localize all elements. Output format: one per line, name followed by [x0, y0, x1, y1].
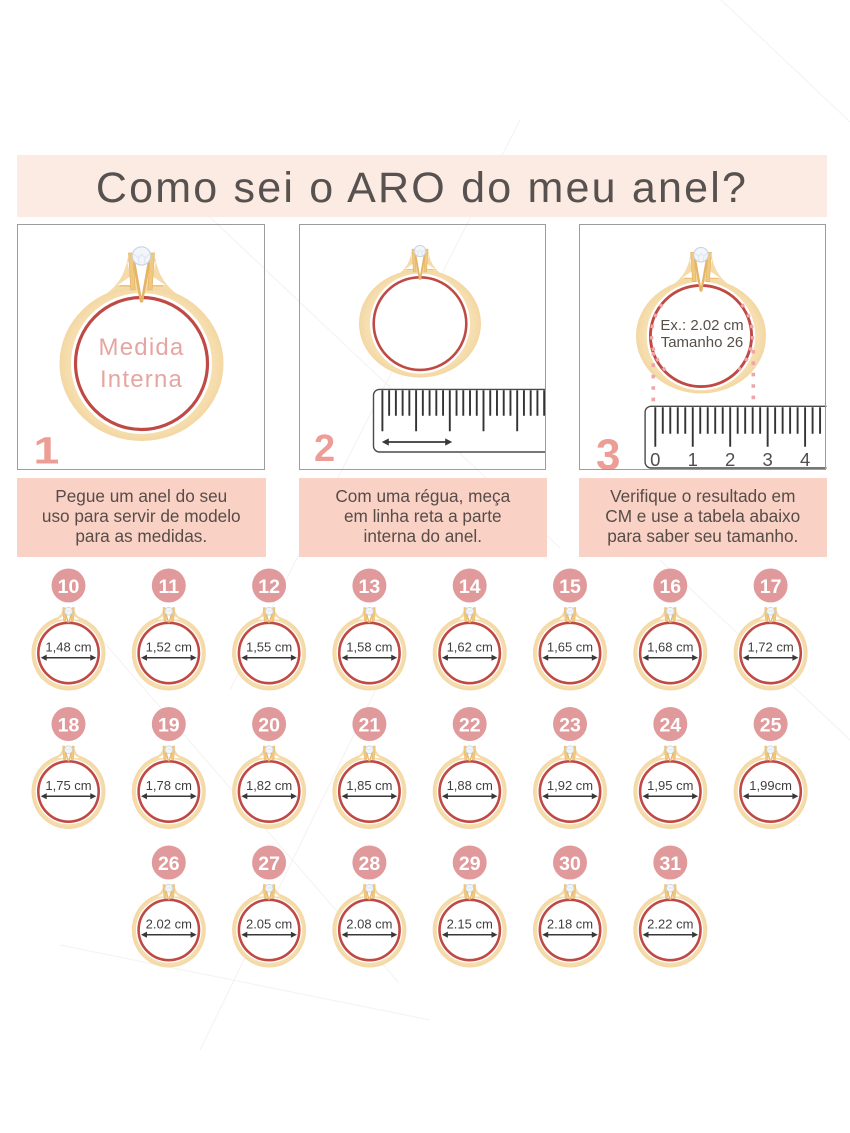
svg-text:10: 10 — [58, 576, 80, 598]
svg-text:2.05 cm: 2.05 cm — [246, 917, 292, 932]
svg-text:2.22 cm: 2.22 cm — [647, 917, 693, 932]
svg-text:2.02 cm: 2.02 cm — [146, 917, 192, 932]
svg-text:16: 16 — [659, 576, 681, 598]
svg-text:1,78 cm: 1,78 cm — [146, 778, 192, 793]
svg-text:25: 25 — [760, 715, 782, 737]
svg-text:1,82 cm: 1,82 cm — [246, 778, 292, 793]
svg-text:1,62 cm: 1,62 cm — [447, 640, 493, 655]
svg-text:0: 0 — [650, 449, 660, 470]
svg-text:1,88 cm: 1,88 cm — [447, 778, 493, 793]
svg-text:31: 31 — [659, 853, 681, 875]
svg-text:15: 15 — [559, 576, 581, 598]
svg-text:14: 14 — [459, 576, 481, 598]
svg-text:23: 23 — [559, 715, 581, 737]
svg-text:19: 19 — [158, 715, 180, 737]
svg-text:27: 27 — [258, 853, 280, 875]
svg-text:13: 13 — [359, 576, 381, 598]
svg-text:1,55 cm: 1,55 cm — [246, 640, 292, 655]
svg-text:18: 18 — [58, 715, 80, 737]
svg-text:Interna: Interna — [100, 366, 183, 393]
svg-text:1,92 cm: 1,92 cm — [547, 778, 593, 793]
svg-text:3: 3 — [763, 449, 773, 470]
svg-text:2.08 cm: 2.08 cm — [346, 917, 392, 932]
svg-text:1,65 cm: 1,65 cm — [547, 640, 593, 655]
svg-text:Ex.: 2.02 cm: Ex.: 2.02 cm — [660, 317, 743, 334]
svg-text:Tamanho 26: Tamanho 26 — [661, 334, 744, 351]
svg-text:1,58 cm: 1,58 cm — [346, 640, 392, 655]
svg-text:1,72 cm: 1,72 cm — [747, 640, 793, 655]
svg-text:1,68 cm: 1,68 cm — [647, 640, 693, 655]
svg-text:1,99cm: 1,99cm — [749, 778, 792, 793]
svg-text:1,95 cm: 1,95 cm — [647, 778, 693, 793]
svg-text:17: 17 — [760, 576, 782, 598]
svg-text:29: 29 — [459, 853, 481, 875]
svg-text:Medida: Medida — [99, 334, 185, 361]
svg-text:2: 2 — [314, 428, 335, 470]
svg-text:1,75 cm: 1,75 cm — [45, 778, 91, 793]
svg-text:20: 20 — [258, 715, 280, 737]
svg-text:2.18 cm: 2.18 cm — [547, 917, 593, 932]
svg-text:4: 4 — [800, 449, 810, 470]
svg-text:22: 22 — [459, 715, 481, 737]
svg-text:28: 28 — [359, 853, 381, 875]
svg-text:1,85 cm: 1,85 cm — [346, 778, 392, 793]
svg-text:11: 11 — [158, 576, 179, 598]
svg-text:1: 1 — [688, 449, 698, 470]
svg-text:30: 30 — [559, 853, 581, 875]
svg-text:24: 24 — [659, 715, 681, 737]
svg-text:2.15 cm: 2.15 cm — [447, 917, 493, 932]
svg-text:3: 3 — [596, 431, 620, 480]
svg-text:1,52 cm: 1,52 cm — [146, 640, 192, 655]
svg-text:1,48 cm: 1,48 cm — [45, 640, 91, 655]
svg-text:12: 12 — [258, 576, 280, 598]
svg-text:21: 21 — [359, 715, 381, 737]
svg-text:26: 26 — [158, 853, 180, 875]
svg-text:1: 1 — [34, 429, 60, 471]
svg-text:2: 2 — [725, 449, 735, 470]
